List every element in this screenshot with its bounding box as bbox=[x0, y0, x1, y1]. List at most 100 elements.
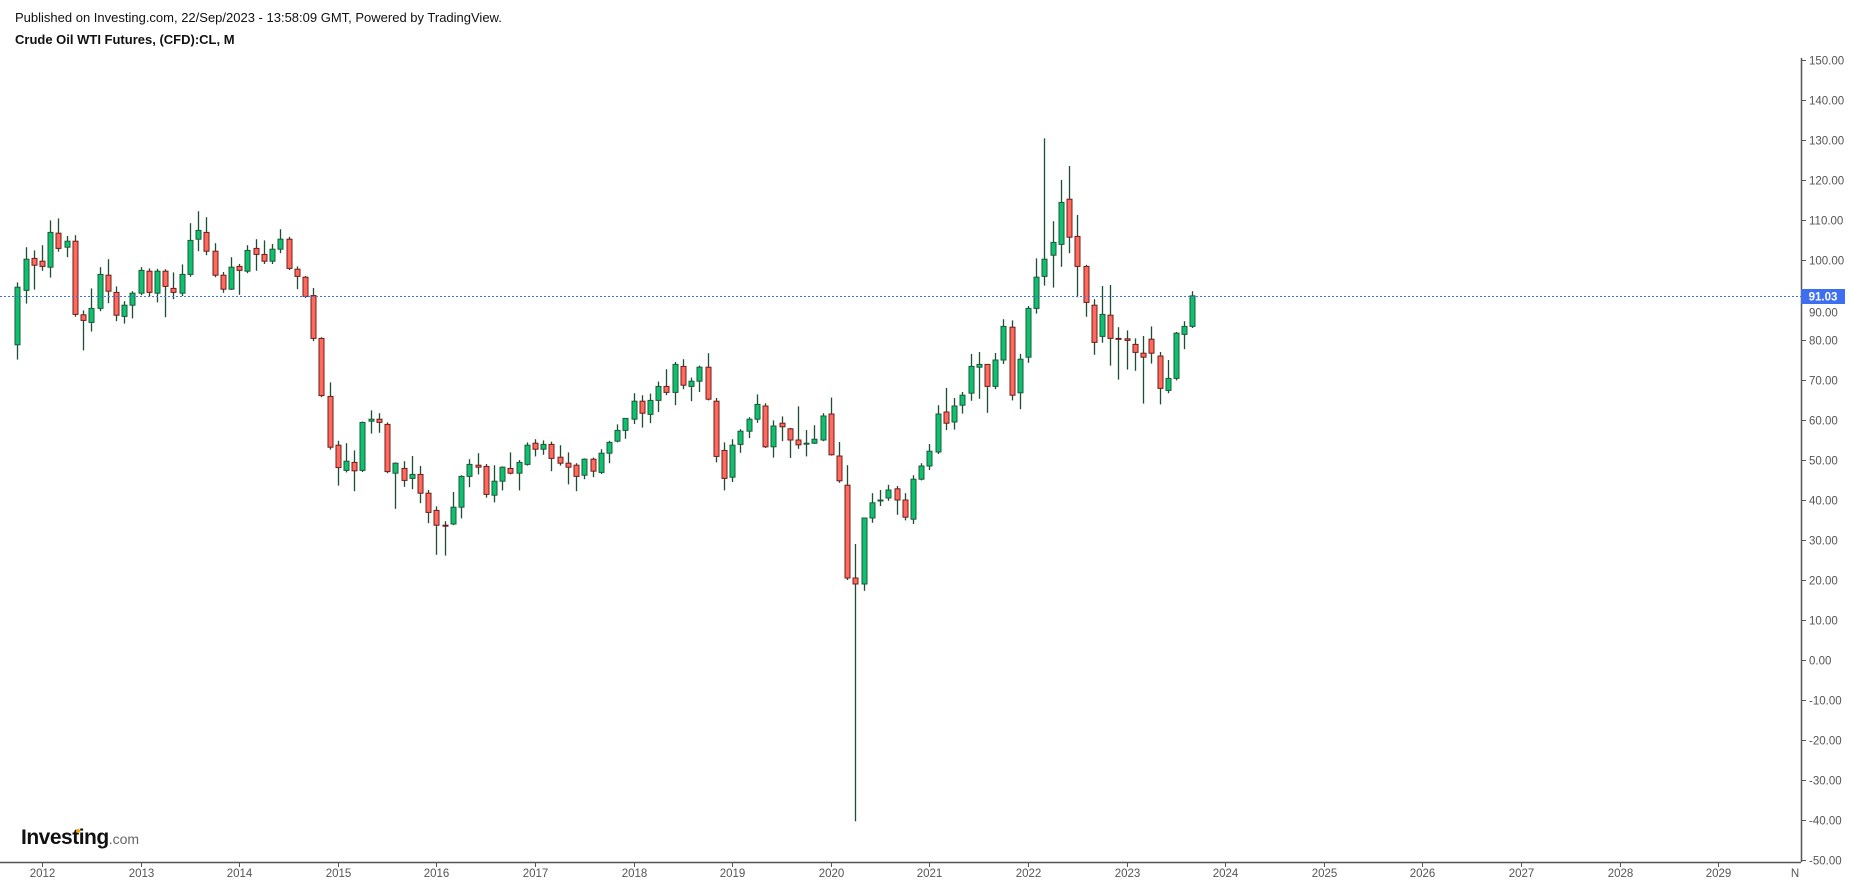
candle bbox=[935, 405, 942, 454]
candle-body-up bbox=[47, 231, 54, 268]
candle bbox=[55, 218, 62, 252]
candle-body-up bbox=[154, 270, 161, 294]
candle bbox=[162, 269, 169, 318]
candle-body-up bbox=[409, 473, 416, 479]
candle bbox=[729, 439, 736, 482]
candle-body-down bbox=[943, 411, 950, 424]
candle-body-down bbox=[401, 467, 408, 481]
candle-body-down bbox=[836, 455, 843, 482]
candle-body-up bbox=[992, 359, 999, 387]
y-tick-label: 90.00 bbox=[1809, 308, 1838, 320]
candle bbox=[491, 465, 498, 503]
candle-body-up bbox=[97, 273, 104, 309]
candle-body-down bbox=[1066, 198, 1073, 238]
published-caption: Published on Investing.com, 22/Sep/2023 … bbox=[15, 10, 502, 25]
candle bbox=[1033, 258, 1040, 314]
candle-body-up bbox=[729, 444, 736, 478]
candle-body-up bbox=[1000, 325, 1007, 361]
candle-body-down bbox=[894, 488, 901, 501]
candle bbox=[516, 460, 523, 491]
candle bbox=[968, 354, 975, 401]
candle-body-down bbox=[713, 400, 720, 457]
candle-body-down bbox=[39, 260, 46, 267]
candle bbox=[852, 544, 859, 822]
candle bbox=[598, 449, 605, 474]
candle bbox=[327, 382, 334, 450]
x-tick-label: 2022 bbox=[1016, 868, 1042, 880]
candle-body-up bbox=[622, 417, 629, 431]
candle-body-down bbox=[261, 253, 268, 262]
candle-body-up bbox=[737, 430, 744, 445]
candle-body-down bbox=[113, 291, 120, 316]
candle bbox=[187, 223, 194, 277]
candle bbox=[532, 439, 539, 457]
candle-body-down bbox=[310, 295, 317, 339]
candle bbox=[499, 466, 506, 491]
candle bbox=[926, 444, 933, 470]
candle bbox=[959, 392, 966, 414]
x-tick-label: 2021 bbox=[917, 868, 943, 880]
candle bbox=[244, 245, 251, 274]
candle bbox=[803, 430, 810, 457]
candle-body-up bbox=[392, 462, 399, 474]
candle-body-up bbox=[869, 502, 876, 519]
candle-body-up bbox=[244, 249, 251, 272]
candle-body-down bbox=[844, 484, 851, 579]
candle-body-down bbox=[1074, 235, 1081, 267]
candle bbox=[113, 286, 120, 322]
candle bbox=[170, 272, 177, 300]
candle bbox=[573, 463, 580, 492]
candle-body-up bbox=[968, 365, 975, 394]
x-tick-label: 2019 bbox=[720, 868, 746, 880]
candle bbox=[286, 236, 293, 270]
candle-body-down bbox=[1157, 355, 1164, 389]
candle-body-up bbox=[754, 403, 761, 420]
y-tick-label: 20.00 bbox=[1809, 576, 1838, 588]
y-tick-label: 40.00 bbox=[1809, 496, 1838, 508]
y-tick-label: 140.00 bbox=[1809, 96, 1844, 108]
y-tick-label: 100.00 bbox=[1809, 256, 1844, 268]
candle-body-down bbox=[433, 509, 440, 526]
candle bbox=[409, 456, 416, 490]
candle-body-down bbox=[162, 270, 169, 287]
candle-body-up bbox=[926, 450, 933, 467]
x-tick-label: 2014 bbox=[227, 868, 253, 880]
candle bbox=[614, 424, 621, 443]
x-tick-label: 2024 bbox=[1213, 868, 1239, 880]
candle bbox=[762, 403, 769, 448]
candle bbox=[1107, 285, 1114, 366]
candle-body-up bbox=[803, 442, 810, 445]
candle-body-up bbox=[179, 273, 186, 294]
y-tick-label: -40.00 bbox=[1809, 816, 1842, 828]
candle-body-up bbox=[1050, 241, 1057, 256]
candle bbox=[1181, 321, 1188, 350]
candle-body-down bbox=[663, 385, 670, 393]
y-tick-label: -50.00 bbox=[1809, 856, 1842, 868]
candle bbox=[203, 217, 210, 256]
candle bbox=[688, 377, 695, 402]
candle-body-down bbox=[1083, 265, 1090, 303]
y-tick-label: 30.00 bbox=[1809, 536, 1838, 548]
last-price-label: 91.03 bbox=[1809, 292, 1838, 304]
candle-body-down bbox=[573, 464, 580, 477]
candle-body-down bbox=[639, 400, 646, 414]
candle bbox=[179, 264, 186, 296]
y-tick-label: 50.00 bbox=[1809, 456, 1838, 468]
logo-suffix: .com bbox=[108, 831, 140, 847]
candle-body-down bbox=[795, 439, 802, 446]
candle bbox=[277, 229, 284, 254]
y-tick-label: -30.00 bbox=[1809, 776, 1842, 788]
candle-body-down bbox=[294, 268, 301, 277]
candle bbox=[105, 259, 112, 304]
candle bbox=[548, 441, 555, 472]
candle bbox=[590, 457, 597, 478]
logo-dot-icon bbox=[76, 829, 80, 833]
candle-body-up bbox=[1099, 313, 1106, 337]
candle bbox=[80, 310, 87, 351]
candle-body-up bbox=[129, 292, 136, 306]
candle bbox=[121, 301, 128, 324]
candle-body-up bbox=[770, 425, 777, 448]
candle-body-up bbox=[450, 506, 457, 525]
candle-body-down bbox=[1091, 304, 1098, 343]
